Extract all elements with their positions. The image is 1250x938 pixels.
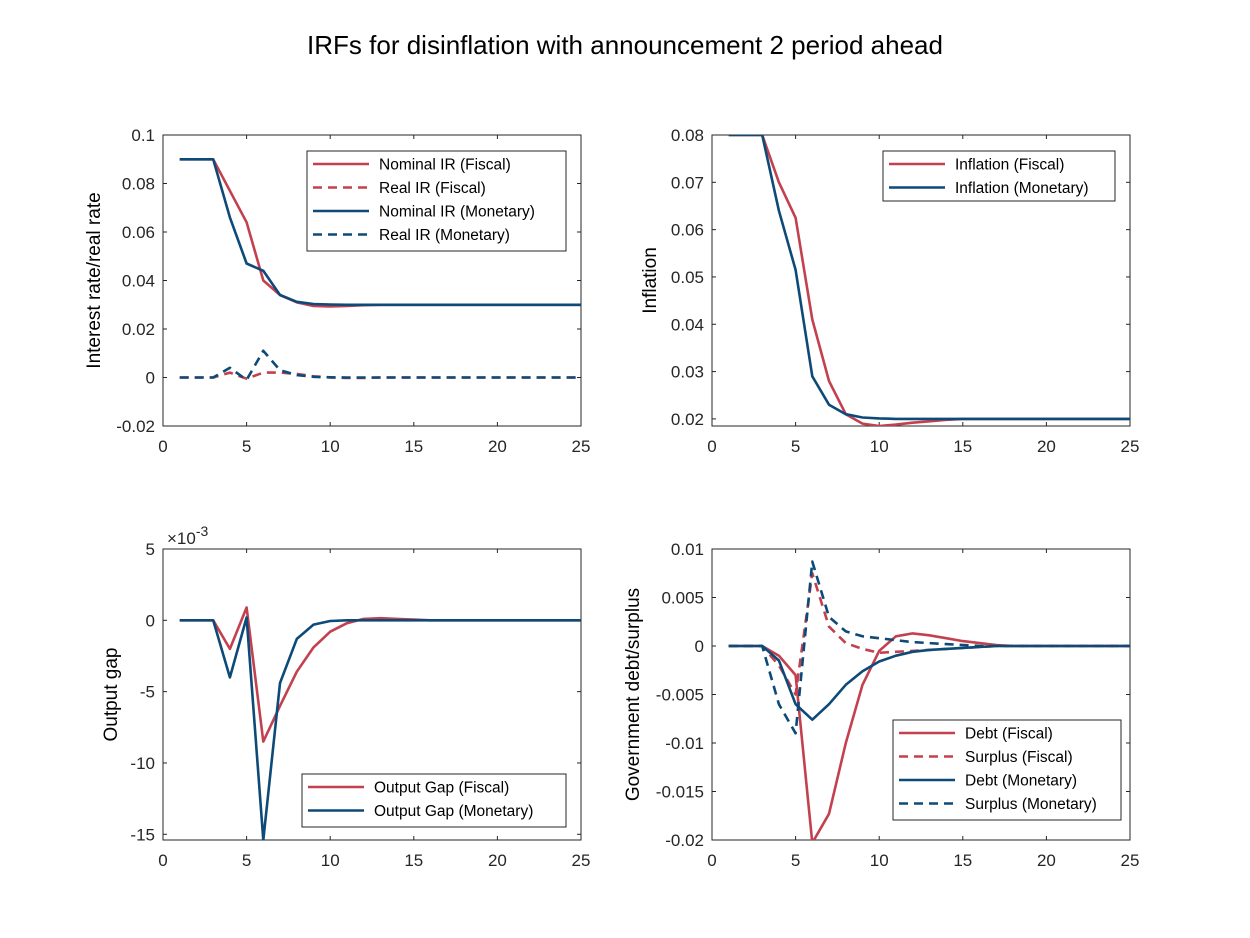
y-tick-label: -0.01 (665, 734, 704, 753)
x-tick-label: 15 (404, 437, 423, 456)
y-tick-label: 0.1 (131, 126, 155, 145)
series-layer (179, 158, 581, 382)
y-axis-label: Government debt/surplus (623, 588, 644, 801)
x-tick-label: 25 (1121, 437, 1140, 456)
y-tick-label: 0.005 (661, 589, 704, 608)
legend-entry: Inflation (Fiscal) (955, 157, 1064, 174)
y-tick-label: -0.02 (116, 417, 155, 436)
chart-panel-4: 0 5 10 15 20 25 -0.02 -0.015 -0.01 -0.005 0 0.005 0.… (623, 540, 1139, 870)
y-axis-label: Output gap (101, 647, 122, 741)
legend-entry: Debt (Monetary) (965, 773, 1077, 790)
series-layer (728, 135, 1130, 426)
y-tick-label: 0.03 (671, 363, 704, 382)
x-tick-label: 15 (953, 437, 972, 456)
y-tick-label: -5 (140, 683, 155, 702)
y-tick-label: -15 (130, 825, 155, 844)
x-tick-label: 20 (1037, 851, 1056, 870)
legend-entry: Surplus (Fiscal) (965, 749, 1073, 766)
legend-entry: Real IR (Monetary) (379, 227, 510, 244)
series-layer (728, 560, 1130, 840)
x-tick-label: 15 (404, 851, 423, 870)
legend-entry: Nominal IR (Monetary) (379, 204, 535, 221)
chart-panel-2: 0 5 10 15 20 25 0.02 0.03 0.04 0.05 0.06 0.07 0.08 In… (640, 126, 1139, 456)
legend-entry: Debt (Fiscal) (965, 726, 1053, 743)
series-line-debt-monetary (728, 644, 1130, 722)
y-tick-label: 0.08 (122, 175, 155, 194)
x-tick-label: 5 (791, 437, 800, 456)
y-tick-label: 0 (146, 611, 155, 630)
legend-entry: Output Gap (Monetary) (374, 803, 533, 820)
y-tick-label: -0.02 (665, 831, 704, 850)
y-axis-label: Inflation (640, 247, 661, 314)
y-tick-label: 0.04 (671, 315, 704, 334)
x-tick-label: 20 (1037, 437, 1056, 456)
series-line-real-ir-monetary (179, 349, 581, 382)
x-tick-label: 10 (870, 437, 889, 456)
x-tick-label: 20 (488, 437, 507, 456)
axis-exponent: ×10-3 (167, 523, 209, 548)
legend-entry: Real IR (Fiscal) (379, 180, 486, 197)
y-tick-label: 0.02 (671, 410, 704, 429)
legend-entry: Inflation (Monetary) (955, 180, 1089, 197)
series-line-output-gap-fiscal (179, 606, 581, 743)
y-tick-label: -0.005 (656, 686, 704, 705)
y-tick-label: 0.07 (671, 173, 704, 192)
x-tick-label: 5 (242, 437, 251, 456)
x-tick-label: 0 (158, 437, 167, 456)
legend: Debt (Fiscal) Surplus (Fiscal) Debt (Monet… (892, 719, 1122, 821)
x-tick-label: 25 (572, 437, 591, 456)
y-tick-label: 0.06 (671, 221, 704, 240)
x-tick-label: 25 (572, 851, 591, 870)
x-tick-label: 15 (953, 851, 972, 870)
x-tick-label: 10 (321, 851, 340, 870)
y-tick-label: 0.08 (671, 126, 704, 145)
series-line-surplus-fiscal (728, 571, 1130, 696)
y-tick-label: 0.04 (122, 272, 155, 291)
chart-panel-1: 0 5 10 15 20 25-0.0200.020.040.060.080.1Inter… (84, 126, 590, 456)
x-tick-label: 25 (1121, 851, 1140, 870)
y-tick-label: 0 (695, 637, 704, 656)
series-line-output-gap-monetary (179, 616, 581, 840)
plot-area (162, 548, 582, 841)
y-tick-label: 0.02 (122, 320, 155, 339)
series-layer (179, 606, 581, 840)
plot-area (711, 134, 1131, 427)
legend: Nominal IR (Fiscal) Real IR (Fiscal) Nomin… (306, 150, 567, 252)
x-tick-label: 0 (707, 437, 716, 456)
x-tick-label: 0 (158, 851, 167, 870)
figure-title: IRFs for disinflation with announcement … (307, 30, 943, 60)
x-tick-label: 10 (870, 851, 889, 870)
y-tick-label: -0.015 (656, 783, 704, 802)
series-line-nominal-ir-monetary (179, 158, 581, 307)
series-line-inflation-monetary (728, 135, 1130, 421)
legend: Inflation (Fiscal) Inflation (Monetary) (882, 150, 1116, 202)
legend-entry: Surplus (Monetary) (965, 796, 1097, 813)
series-line-surplus-monetary (728, 560, 1130, 735)
y-tick-label: 0.05 (671, 268, 704, 287)
legend-entry: Nominal IR (Fiscal) (379, 157, 511, 174)
chart-panel-3: 0 5 10 15 20 25 -15 -10 -5 0 5 Output gap ×10-3 Outpu… (101, 523, 590, 870)
x-tick-label: 5 (242, 851, 251, 870)
legend: Output Gap (Fiscal) Output Gap (Monetary) (301, 773, 567, 828)
y-tick-label: 0 (146, 369, 155, 388)
x-tick-label: 0 (707, 851, 716, 870)
y-tick-label: -10 (130, 754, 155, 773)
x-tick-label: 5 (791, 851, 800, 870)
x-tick-label: 20 (488, 851, 507, 870)
legend-entry: Output Gap (Fiscal) (374, 780, 509, 797)
y-tick-label: 0.01 (671, 540, 704, 559)
x-tick-label: 10 (321, 437, 340, 456)
legend-box (301, 773, 567, 828)
y-axis-label: Interest rate/real rate (84, 192, 105, 368)
y-tick-label: 5 (146, 540, 155, 559)
legend-box (882, 150, 1116, 202)
y-tick-label: 0.06 (122, 223, 155, 242)
